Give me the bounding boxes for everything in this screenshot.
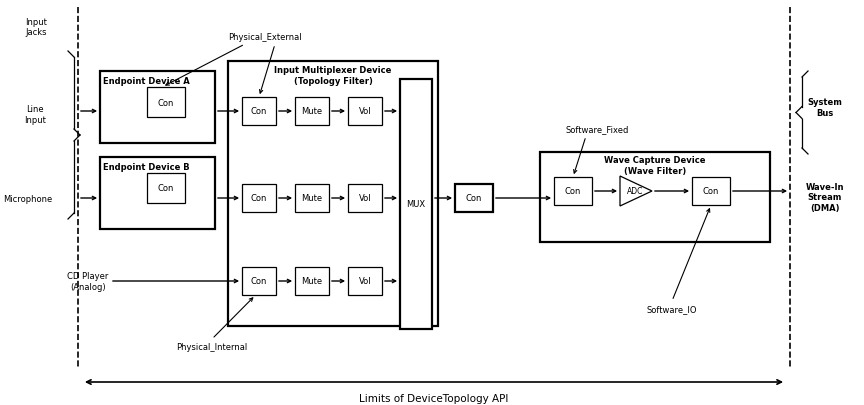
Text: Con: Con	[251, 194, 267, 203]
Text: MUX: MUX	[406, 200, 426, 209]
Text: Wave Capture Device
(Wave Filter): Wave Capture Device (Wave Filter)	[604, 156, 706, 175]
Bar	[348, 267, 382, 295]
Text: Con: Con	[565, 187, 581, 196]
Text: Endpoint Device A: Endpoint Device A	[103, 77, 190, 86]
Text: Input Multiplexer Device
(Topology Filter): Input Multiplexer Device (Topology Filte…	[274, 66, 391, 85]
Text: Microphone: Microphone	[3, 195, 53, 204]
Bar	[147, 174, 185, 203]
Text: Wave-In
Stream
(DMA): Wave-In Stream (DMA)	[806, 183, 844, 212]
Bar	[100, 158, 215, 230]
Bar	[242, 98, 276, 126]
Bar	[100, 72, 215, 144]
Text: Mute: Mute	[302, 194, 322, 203]
Text: Con: Con	[158, 98, 175, 107]
Text: Mute: Mute	[302, 277, 322, 286]
Text: System
Bus: System Bus	[808, 98, 842, 117]
Text: ADC: ADC	[626, 187, 643, 196]
Bar	[295, 185, 329, 213]
Bar	[348, 185, 382, 213]
Bar	[242, 267, 276, 295]
Text: Con: Con	[466, 194, 482, 203]
Text: Vol: Vol	[359, 277, 372, 286]
Text: Input
Jacks: Input Jacks	[25, 18, 47, 37]
Text: Line
Input: Line Input	[24, 105, 46, 124]
Text: CD Player
(Analog): CD Player (Analog)	[67, 272, 109, 291]
Text: Vol: Vol	[359, 194, 372, 203]
Polygon shape	[620, 177, 652, 207]
Bar	[455, 185, 493, 213]
Bar	[295, 98, 329, 126]
Bar	[692, 177, 730, 205]
Bar	[242, 185, 276, 213]
Text: Limits of DeviceTopology API: Limits of DeviceTopology API	[359, 393, 509, 403]
Bar	[400, 80, 432, 329]
Bar	[348, 98, 382, 126]
Text: Con: Con	[251, 277, 267, 286]
Bar	[147, 88, 185, 118]
Text: Physical_Internal: Physical_Internal	[176, 343, 248, 352]
Bar	[554, 177, 592, 205]
Text: Software_IO: Software_IO	[647, 305, 697, 314]
Text: Physical_External: Physical_External	[228, 34, 302, 43]
Bar	[540, 153, 770, 243]
Text: Con: Con	[251, 107, 267, 116]
Text: Vol: Vol	[359, 107, 372, 116]
Text: Con: Con	[702, 187, 719, 196]
Text: Endpoint Device B: Endpoint Device B	[103, 162, 189, 172]
Text: Mute: Mute	[302, 107, 322, 116]
Bar	[228, 62, 438, 326]
Text: Software_Fixed: Software_Fixed	[566, 125, 629, 134]
Text: Con: Con	[158, 184, 175, 193]
Bar	[295, 267, 329, 295]
